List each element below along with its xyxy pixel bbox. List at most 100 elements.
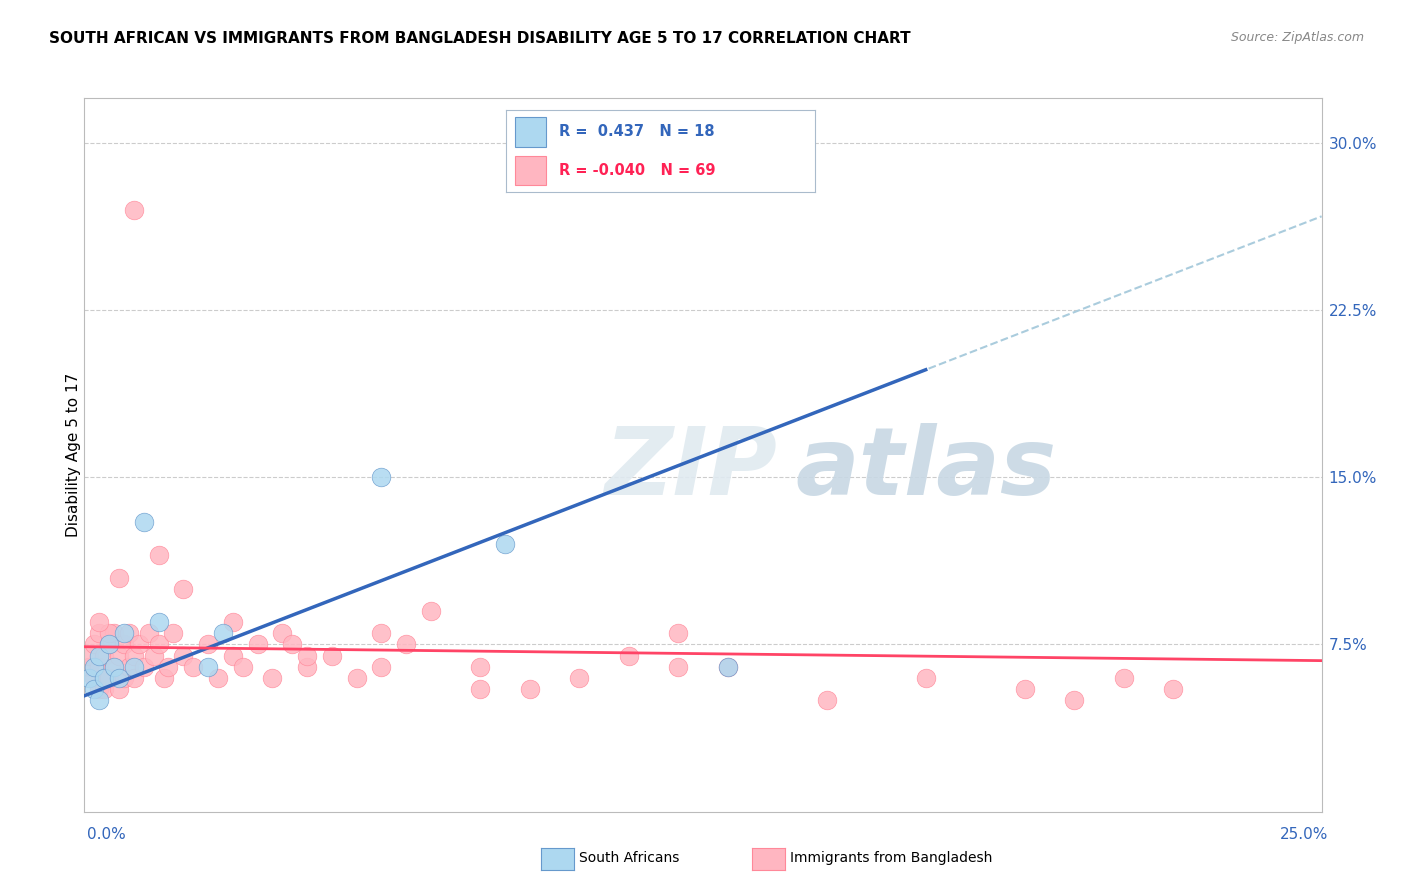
Point [98,626,121,640]
Point [79,660,101,674]
Point [148,548,170,563]
Text: Immigrants from Bangladesh: Immigrants from Bangladesh [790,851,993,865]
Point [83,660,105,674]
Point [370,626,392,640]
Text: 25.0%: 25.0% [1281,827,1329,841]
Point [83,681,105,696]
Point [321,648,343,663]
Point [93,681,115,696]
Point [122,660,145,674]
Point [138,626,160,640]
Bar [516,117,547,146]
Point [118,626,141,640]
Point [112,637,135,651]
Point [103,660,125,674]
Point [717,660,740,674]
Point [181,660,204,674]
Point [132,515,155,529]
Point [89,660,111,674]
Point [108,571,131,585]
Text: ZIP: ZIP [605,423,778,516]
Text: atlas: atlas [796,423,1057,516]
Point [98,671,121,685]
Point [419,604,441,618]
Point [246,637,269,651]
Y-axis label: Disability Age 5 to 17: Disability Age 5 to 17 [66,373,80,537]
Point [222,615,245,630]
Point [157,660,180,674]
Point [79,648,101,663]
Point [494,537,516,551]
Point [470,660,492,674]
Point [370,470,392,484]
Point [262,671,284,685]
Point [79,671,101,685]
Point [89,615,111,630]
Point [98,637,121,651]
Point [370,660,392,674]
Text: R =  0.437   N = 18: R = 0.437 N = 18 [558,124,714,139]
Point [93,671,115,685]
Point [197,637,219,651]
Text: SOUTH AFRICAN VS IMMIGRANTS FROM BANGLADESH DISABILITY AGE 5 TO 17 CORRELATION C: SOUTH AFRICAN VS IMMIGRANTS FROM BANGLAD… [49,31,911,46]
Point [89,681,111,696]
Point [281,637,304,651]
Point [108,681,131,696]
Point [83,671,105,685]
Point [212,626,235,640]
Point [118,660,141,674]
Point [142,648,165,663]
Point [172,648,194,663]
Point [122,671,145,685]
Point [717,660,740,674]
Point [1112,671,1135,685]
Point [98,637,121,651]
Point [395,637,418,651]
Point [148,615,170,630]
Point [207,671,229,685]
Text: 0.0%: 0.0% [87,827,127,841]
Point [122,648,145,663]
Text: Source: ZipAtlas.com: Source: ZipAtlas.com [1230,31,1364,45]
Point [519,681,541,696]
Point [815,693,838,707]
Point [470,681,492,696]
Point [148,637,170,651]
Point [568,671,591,685]
Point [122,202,145,217]
Point [295,648,318,663]
Point [93,648,115,663]
Point [232,660,254,674]
Text: South Africans: South Africans [579,851,679,865]
Point [108,648,131,663]
Point [112,626,135,640]
Point [222,648,245,663]
Text: R = -0.040   N = 69: R = -0.040 N = 69 [558,163,716,178]
Point [112,671,135,685]
Point [295,660,318,674]
Point [346,671,368,685]
Point [162,626,184,640]
Point [197,660,219,674]
Point [89,693,111,707]
Point [271,626,294,640]
Point [89,648,111,663]
Point [152,671,174,685]
Point [1014,681,1036,696]
Point [172,582,194,596]
Point [93,671,115,685]
Point [108,671,131,685]
Point [132,660,155,674]
Point [617,648,640,663]
Point [1063,693,1085,707]
Point [89,626,111,640]
Point [666,626,689,640]
Point [128,637,150,651]
Point [1161,681,1184,696]
Point [103,660,125,674]
Point [914,671,936,685]
Point [83,637,105,651]
Bar [516,156,547,186]
Point [666,660,689,674]
Point [103,626,125,640]
